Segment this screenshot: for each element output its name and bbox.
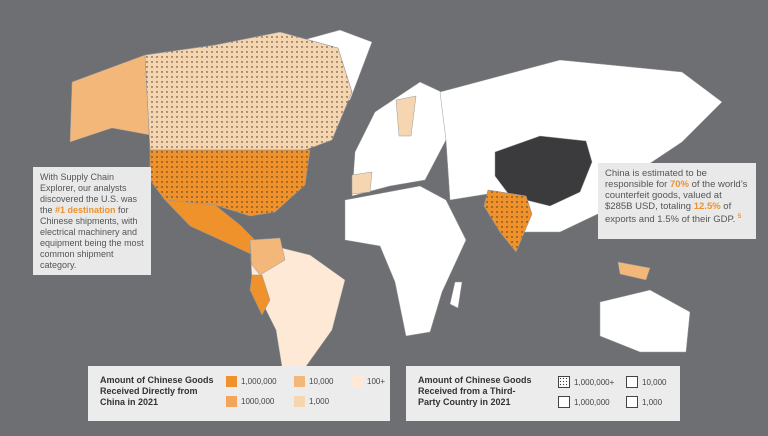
callout-text: for Chinese shipments, with electrical m…	[40, 205, 144, 270]
madagascar	[449, 281, 463, 309]
legend-item: 1,000,000	[558, 396, 610, 408]
legend-label: 1,000,000	[574, 397, 610, 407]
callout-text: of the world’s counterfeit goods, valued…	[605, 179, 748, 212]
africa	[344, 185, 467, 337]
legend-item: 1,000,000+	[558, 376, 614, 388]
callout-text: China is estimated to be responsible for	[605, 168, 707, 190]
china	[494, 135, 593, 207]
legend-item: 100+	[352, 376, 385, 387]
colombia	[249, 237, 286, 276]
legend-item: 10,000	[294, 376, 333, 387]
canada-dots	[144, 31, 353, 157]
legend-title: Amount of Chinese Goods Received Directl…	[100, 375, 214, 407]
papua	[617, 261, 651, 281]
india-dots	[483, 189, 533, 253]
legend-label: 10,000	[642, 377, 667, 387]
legend-label: 1000,000	[241, 397, 275, 406]
legend-item: 1000,000	[226, 396, 274, 407]
legend-label: 1,000,000+	[574, 377, 615, 387]
alaska	[69, 54, 151, 143]
legend-direct: Amount of Chinese Goods Received Directl…	[88, 366, 390, 421]
legend-label: 1,000	[642, 397, 663, 407]
callout-text: With Supply Chain Explorer, our analysts…	[40, 172, 138, 215]
australia	[599, 289, 691, 353]
callout-highlight: 12.5%	[693, 201, 721, 212]
legend-item: 10,000	[626, 376, 666, 388]
legend-label: 100+	[367, 377, 386, 386]
usa-dots	[149, 149, 311, 217]
legend-item: 1,000	[294, 396, 329, 407]
legend-item: 1,000	[626, 396, 662, 408]
legend-label: 1,000	[309, 397, 330, 406]
callout-text: of exports and 1.5% of their GDP.	[605, 201, 738, 226]
callout-highlight: 70%	[669, 179, 689, 190]
callout-highlight: #1 destination	[55, 205, 116, 215]
callout-right: China is estimated to be responsible for…	[598, 163, 756, 239]
legend-label: 10,000	[309, 377, 334, 386]
peru	[249, 274, 271, 316]
swatch	[558, 376, 570, 388]
legend-item: 1,000,000	[226, 376, 277, 387]
legend-third-party: Amount of Chinese Goods Received from a …	[406, 366, 680, 421]
footnote: 5	[737, 214, 742, 220]
callout-left: With Supply Chain Explorer, our analysts…	[33, 167, 151, 275]
legend-title: Amount of Chinese Goods Received from a …	[418, 375, 532, 407]
spain	[351, 171, 373, 195]
scandinavia	[395, 95, 417, 137]
legend-label: 1,000,000	[241, 377, 277, 386]
